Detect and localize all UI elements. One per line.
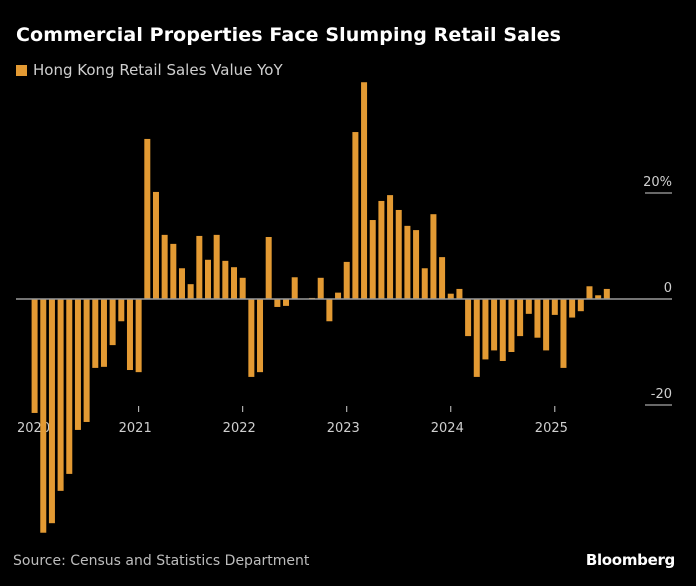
bar [534,299,541,338]
bar [265,236,272,299]
bar [187,284,194,299]
y-tick-label: -20 [651,387,672,402]
legend-label: Hong Kong Retail Sales Value YoY [33,61,283,79]
bar [222,260,229,299]
bar [369,220,376,299]
x-axis: 2020 2021 2022 2023 2024 2025 [17,406,568,436]
bar [361,82,368,299]
bar [231,267,238,299]
bar [83,299,90,422]
bar [257,299,264,373]
bar [239,277,246,299]
bar [326,299,333,322]
bar [109,299,116,346]
x-tick-label: 2022 [223,421,256,436]
bar [135,299,142,373]
bar [456,288,463,299]
bar [595,295,602,299]
legend: Hong Kong Retail Sales Value YoY [16,61,283,79]
bar [517,299,524,337]
bar [126,299,133,371]
x-tick-label: 2024 [431,421,464,436]
bar [118,299,125,322]
bar [66,299,73,474]
bar [525,299,532,314]
bar [569,299,576,318]
bar [404,225,411,299]
y-tick-label: 20% [643,175,672,190]
bar [447,293,454,299]
bar [465,299,472,337]
bar [274,299,281,307]
source-note: Source: Census and Statistics Department [13,553,310,569]
bar [378,200,385,299]
x-tick-label: 2023 [327,421,360,436]
bars-group [31,82,610,533]
bloomberg-logo: Bloomberg [585,551,675,569]
bar [603,288,610,299]
bar [499,299,506,362]
bar [48,299,55,524]
bar [40,299,47,533]
bar [413,230,420,299]
legend-swatch [16,64,27,76]
bar [248,299,255,377]
x-tick-label: 2021 [119,421,152,436]
bar [352,132,359,299]
bar [430,214,437,299]
bar [586,286,593,299]
bar [213,234,220,299]
y-axis: 20% 0 -20 [643,175,672,406]
bar [482,299,489,360]
bar [170,243,177,299]
bar [543,299,550,351]
bar [283,299,290,306]
bar [100,299,107,367]
bar [508,299,515,352]
x-tick-label: 2025 [535,421,568,436]
bar [161,234,168,299]
bar [74,299,81,430]
bar [317,277,324,299]
bar [57,299,64,491]
bar [473,299,480,377]
bar [92,299,99,368]
bar [196,235,203,299]
chart-title: Commercial Properties Face Slumping Reta… [16,24,562,46]
bar [343,261,350,299]
bar [31,299,38,413]
bar [144,138,151,299]
bar [178,268,185,299]
bar [152,191,159,299]
bar [491,299,498,351]
y-tick-label: 0 [664,281,672,296]
bar [291,277,298,299]
bar [387,195,394,299]
bar [421,268,428,299]
bar [577,299,584,312]
bar [551,299,558,315]
bar [205,259,211,299]
bar [560,299,567,368]
bar [439,257,446,299]
bar [335,292,342,299]
bar [395,209,402,299]
